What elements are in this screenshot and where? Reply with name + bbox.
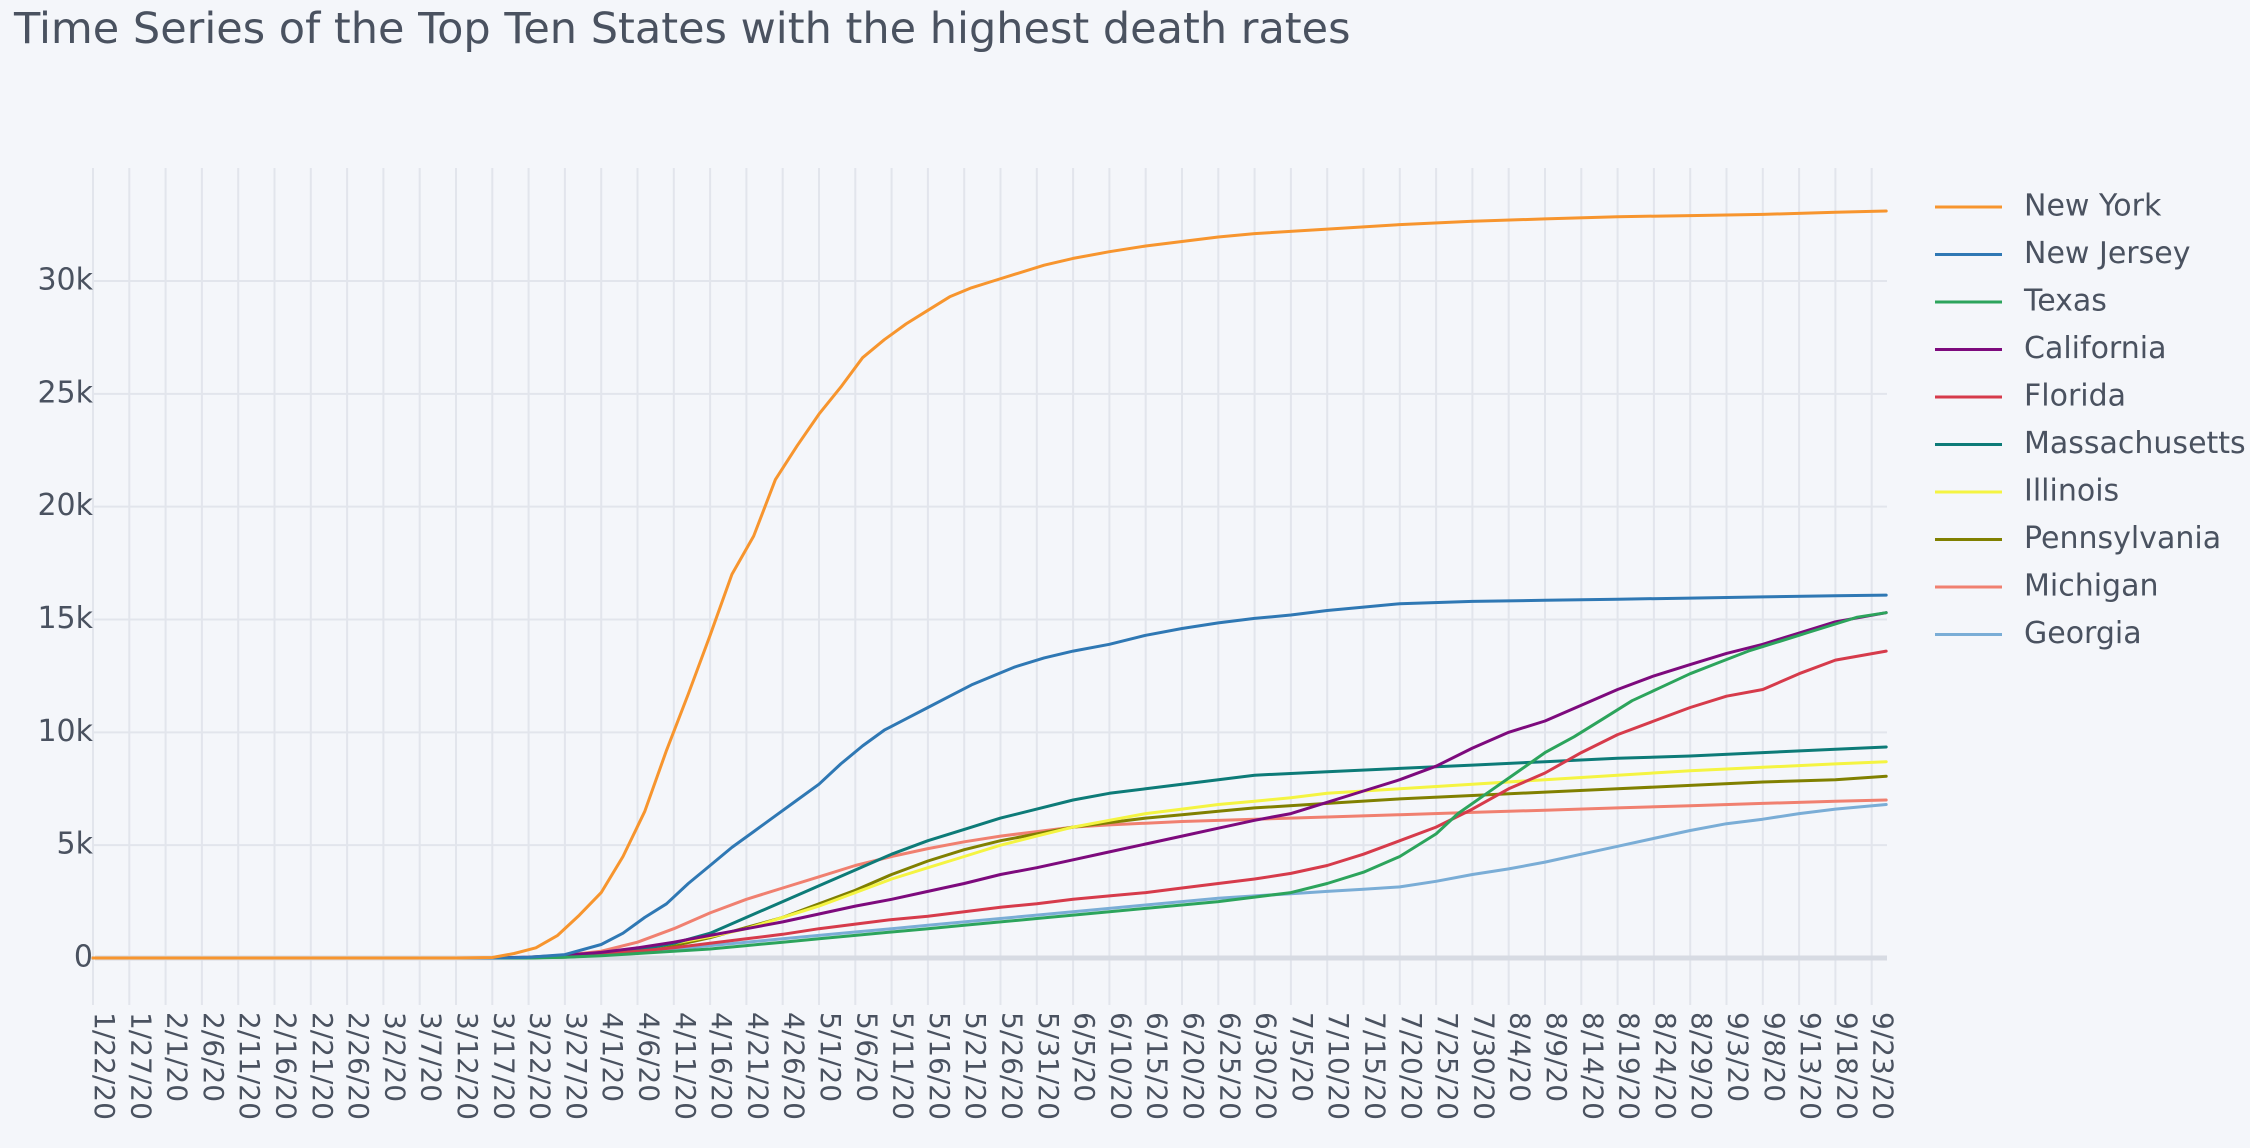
y-tick-label: 20k: [37, 488, 93, 523]
y-tick-label: 5k: [57, 827, 94, 862]
x-tick-label: 1/27/20: [124, 1012, 157, 1120]
x-tick-label: 5/21/20: [959, 1012, 992, 1120]
y-tick-label: 30k: [37, 263, 93, 298]
legend: New York New Jersey Texas California Florida…: [1935, 189, 2246, 651]
x-tick-label: 2/16/20: [270, 1012, 303, 1120]
series-line-california: [91, 611, 1888, 960]
legend-label[interactable]: Michigan: [2024, 569, 2159, 604]
chart-title: Time Series of the Top Ten States with t…: [14, 4, 1351, 54]
x-tick-label: 4/21/20: [741, 1012, 774, 1120]
x-tick-label: 4/1/20: [596, 1012, 629, 1102]
x-tick-label: 7/15/20: [1359, 1012, 1392, 1120]
legend-label[interactable]: Massachusetts: [2024, 426, 2246, 461]
x-tick-label: 8/24/20: [1649, 1012, 1682, 1120]
x-tick-label: 8/9/20: [1540, 1012, 1573, 1102]
x-tick-label: 6/15/20: [1141, 1012, 1174, 1120]
series-line-new-jersey: [91, 593, 1888, 960]
x-tick-label: 3/27/20: [560, 1012, 593, 1120]
x-tick-label: 9/23/20: [1867, 1012, 1900, 1120]
x-tick-label: 7/5/20: [1286, 1012, 1319, 1102]
x-tick-label: 8/14/20: [1576, 1012, 1609, 1120]
legend-label[interactable]: Florida: [2024, 379, 2126, 414]
y-tick-label: 10k: [37, 714, 93, 749]
legend-label[interactable]: Pennsylvania: [2024, 521, 2221, 556]
x-tick-label: 9/8/20: [1758, 1012, 1791, 1102]
x-axis: 1/22/20 1/27/20 2/1/20 2/6/20 2/11/20 2/16/20…: [88, 1012, 1900, 1120]
series-line-new-york: [91, 209, 1888, 960]
legend-label[interactable]: New York: [2024, 189, 2162, 224]
x-tick-label: 9/13/20: [1794, 1012, 1827, 1120]
y-tick-label: 25k: [37, 375, 93, 410]
x-tick-label: 1/22/20: [88, 1012, 121, 1120]
x-tick-label: 3/7/20: [415, 1012, 448, 1102]
x-tick-label: 3/2/20: [378, 1012, 411, 1102]
x-tick-label: 6/5/20: [1068, 1012, 1101, 1102]
x-tick-label: 5/31/20: [1032, 1012, 1065, 1120]
series-line-texas: [91, 611, 1888, 960]
x-tick-label: 4/26/20: [778, 1012, 811, 1120]
legend-label[interactable]: Texas: [2023, 284, 2107, 319]
x-tick-label: 4/6/20: [633, 1012, 666, 1102]
x-tick-label: 8/29/20: [1685, 1012, 1718, 1120]
x-tick-label: 4/11/20: [669, 1012, 702, 1120]
x-tick-label: 2/6/20: [197, 1012, 230, 1102]
grid-layer: [92, 168, 1887, 1005]
legend-label[interactable]: Illinois: [2024, 474, 2119, 509]
x-tick-label: 8/4/20: [1504, 1012, 1537, 1102]
x-tick-label: 5/6/20: [850, 1012, 883, 1102]
legend-label[interactable]: New Jersey: [2024, 236, 2190, 271]
series-line-florida: [91, 649, 1888, 960]
x-tick-label: 4/16/20: [705, 1012, 738, 1120]
x-tick-label: 6/20/20: [1177, 1012, 1210, 1120]
x-tick-label: 7/20/20: [1395, 1012, 1428, 1120]
x-tick-label: 2/1/20: [161, 1012, 194, 1102]
x-tick-label: 7/30/20: [1467, 1012, 1500, 1120]
x-tick-label: 5/26/20: [996, 1012, 1029, 1120]
x-tick-label: 9/3/20: [1722, 1012, 1755, 1102]
x-tick-label: 6/10/20: [1104, 1012, 1137, 1120]
x-tick-label: 5/11/20: [887, 1012, 920, 1120]
y-axis: 0 5k 10k 15k 20k 25k 30k: [37, 263, 93, 975]
y-tick-label: 0: [74, 940, 93, 975]
x-tick-label: 2/26/20: [342, 1012, 375, 1120]
x-tick-label: 3/22/20: [524, 1012, 557, 1120]
x-tick-label: 7/10/20: [1322, 1012, 1355, 1120]
x-tick-label: 6/30/20: [1250, 1012, 1283, 1120]
legend-label[interactable]: California: [2024, 331, 2166, 366]
x-tick-label: 3/12/20: [451, 1012, 484, 1120]
series-line-georgia: [91, 803, 1888, 960]
y-tick-label: 15k: [37, 601, 93, 636]
x-tick-label: 3/17/20: [487, 1012, 520, 1120]
x-tick-label: 8/19/20: [1613, 1012, 1646, 1120]
x-tick-label: 2/11/20: [233, 1012, 266, 1120]
x-tick-label: 9/18/20: [1830, 1012, 1863, 1120]
series-layer: [91, 209, 1888, 960]
x-tick-label: 5/16/20: [923, 1012, 956, 1120]
series-line-michigan: [91, 798, 1888, 960]
x-tick-label: 2/21/20: [306, 1012, 339, 1120]
x-tick-label: 7/25/20: [1431, 1012, 1464, 1120]
legend-label[interactable]: Georgia: [2024, 616, 2142, 651]
x-tick-label: 5/1/20: [814, 1012, 847, 1102]
x-tick-label: 6/25/20: [1213, 1012, 1246, 1120]
